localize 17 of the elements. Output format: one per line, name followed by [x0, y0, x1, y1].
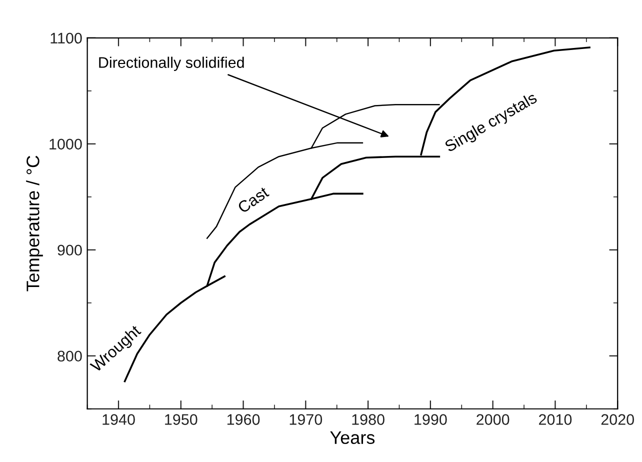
x-tick-label: 1980	[352, 414, 384, 425]
x-tick-label: 2010	[538, 414, 572, 425]
x-tick-label: 1960	[227, 414, 260, 425]
x-tick-label: 2000	[476, 414, 510, 425]
x-tick-label: 1970	[290, 414, 322, 425]
y-tick-label: 800	[58, 350, 82, 362]
x-tick-label: 1950	[165, 414, 198, 425]
x-tick-label: 1990	[414, 414, 447, 425]
annotation: Cast	[237, 186, 270, 214]
x-axis-title: Years	[330, 431, 375, 444]
x-tick-label: 1940	[102, 414, 135, 425]
y-tick-label: 1100	[50, 32, 82, 44]
x-tick-label: 2020	[601, 414, 634, 425]
y-tick-label: 900	[58, 244, 82, 256]
y-tick-label: 1000	[50, 138, 82, 150]
annotation: Directionally solidified	[99, 56, 244, 71]
y-axis-title: Temperature / °C	[26, 156, 43, 292]
